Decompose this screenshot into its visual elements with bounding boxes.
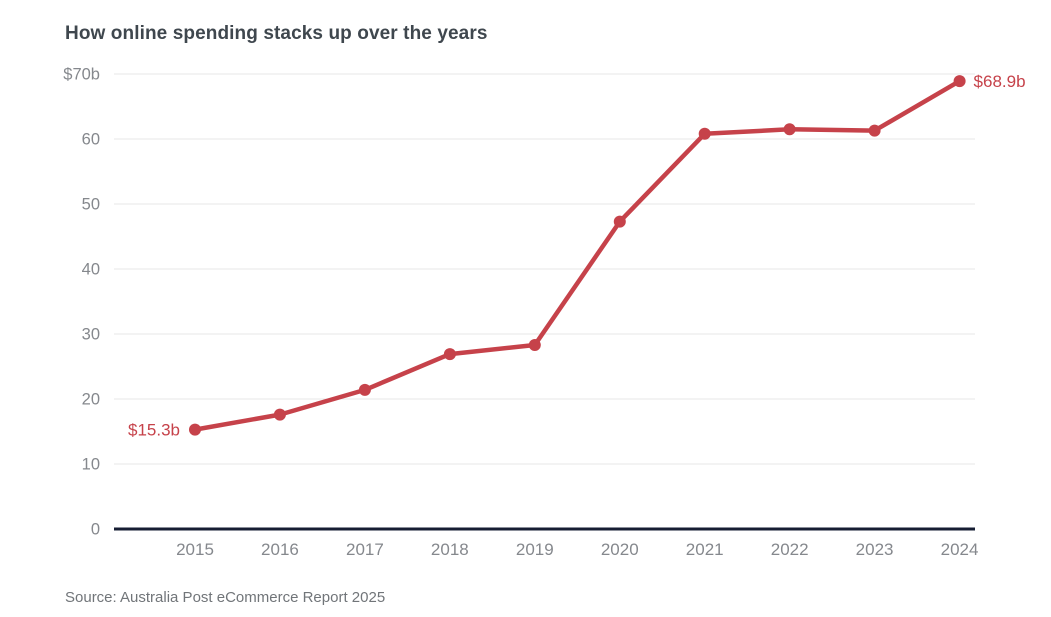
data-point-2016 (273, 408, 286, 421)
data-point-2021 (698, 127, 711, 140)
data-point-2020 (613, 215, 626, 228)
value-annotation-2015: $15.3b (128, 421, 180, 440)
y-axis-tick-label: 20 (82, 391, 100, 409)
data-point-2024 (953, 75, 966, 88)
data-point-2019 (528, 339, 541, 351)
y-axis-tick-label: 30 (82, 326, 100, 344)
chart-title: How online spending stacks up over the y… (65, 23, 488, 44)
data-point-2023 (868, 124, 881, 137)
x-axis-tick-label-2021: 2021 (686, 540, 724, 559)
x-axis-tick-label-2016: 2016 (261, 540, 299, 559)
value-annotation-2024: $68.9b (974, 72, 1026, 91)
x-axis-tick-label-2015: 2015 (176, 540, 214, 559)
y-axis-tick-label: 0 (91, 521, 100, 539)
data-point-2018 (443, 348, 456, 361)
y-axis-tick-label: 40 (82, 261, 100, 279)
y-axis-tick-label: 10 (82, 456, 100, 474)
data-point-2017 (358, 383, 371, 396)
x-axis-tick-label-2019: 2019 (516, 540, 554, 559)
chart-source-note: Source: Australia Post eCommerce Report … (65, 589, 386, 606)
data-point-2015 (189, 423, 201, 436)
data-point-2022 (783, 123, 796, 136)
y-axis-tick-label: $70b (63, 66, 100, 84)
x-axis-tick-label-2023: 2023 (856, 540, 894, 559)
y-axis-tick-label: 60 (82, 131, 100, 149)
x-axis-tick-label-2022: 2022 (771, 540, 809, 559)
x-axis-tick-label-2017: 2017 (346, 540, 384, 559)
x-axis-tick-label-2020: 2020 (601, 540, 639, 559)
x-axis-tick-label-2018: 2018 (431, 540, 469, 559)
y-axis-tick-label: 50 (82, 196, 100, 214)
spending-line-series (192, 78, 962, 432)
x-axis-tick-label-2024: 2024 (941, 540, 979, 559)
